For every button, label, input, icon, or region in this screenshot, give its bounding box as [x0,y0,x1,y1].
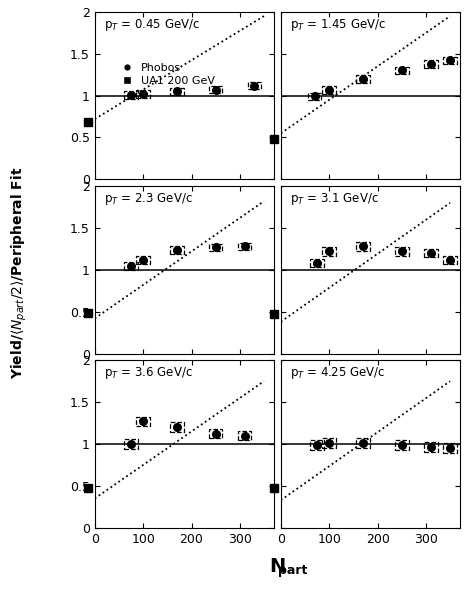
Text: p$_T$ = 3.1 GeV/c: p$_T$ = 3.1 GeV/c [290,191,379,207]
Bar [238,431,252,440]
Bar [170,88,184,95]
Text: part: part [278,564,307,577]
Bar [247,82,261,89]
Bar [443,57,457,64]
Bar [356,243,370,251]
Text: p$_T$ = 0.45 GeV/c: p$_T$ = 0.45 GeV/c [104,17,200,33]
Bar [443,256,457,264]
Bar [209,86,222,93]
Bar [170,422,184,432]
Text: p$_T$ = 2.3 GeV/c: p$_T$ = 2.3 GeV/c [104,191,192,207]
Bar [424,249,438,257]
Bar [395,67,409,74]
Bar [310,259,324,267]
Bar [322,438,336,448]
Text: p$_T$ = 4.25 GeV/c: p$_T$ = 4.25 GeV/c [290,365,385,381]
Bar [124,91,138,99]
Bar [137,417,150,426]
Bar [424,60,438,68]
Bar [322,247,336,256]
Text: N: N [269,557,285,576]
Legend: Phobos, UA1 200 GeV: Phobos, UA1 200 GeV [115,62,217,87]
Bar [310,440,324,450]
Bar [356,75,370,82]
Bar [137,256,150,264]
Bar [209,244,222,251]
Bar [322,86,336,94]
Text: p$_T$ = 3.6 GeV/c: p$_T$ = 3.6 GeV/c [104,365,192,381]
Bar [137,90,150,98]
Bar [356,438,370,448]
Bar [124,439,138,449]
Bar [443,444,457,454]
Bar [308,93,321,100]
Bar [209,429,222,438]
Bar [238,243,252,250]
Bar [124,262,138,270]
Bar [395,247,409,256]
Text: p$_T$ = 1.45 GeV/c: p$_T$ = 1.45 GeV/c [290,17,386,33]
Bar [424,442,438,452]
Bar [170,246,184,254]
Bar [395,440,409,450]
Text: Yield/$\langle N_{part}/2\rangle$/Peripheral Fit: Yield/$\langle N_{part}/2\rangle$/Periph… [9,167,28,379]
